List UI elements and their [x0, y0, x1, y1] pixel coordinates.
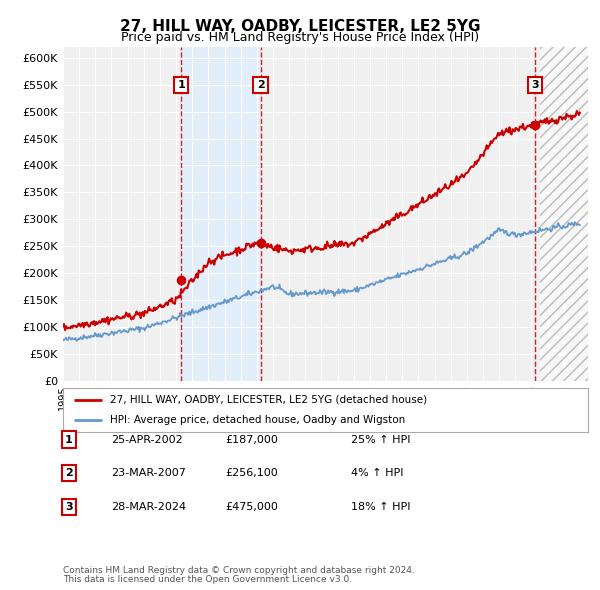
Text: 25% ↑ HPI: 25% ↑ HPI: [351, 435, 410, 444]
Text: 3: 3: [532, 80, 539, 90]
Text: £256,100: £256,100: [225, 468, 278, 478]
Bar: [539, 47, 588, 381]
Text: 27, HILL WAY, OADBY, LEICESTER, LE2 5YG (detached house): 27, HILL WAY, OADBY, LEICESTER, LE2 5YG …: [110, 395, 427, 405]
Text: 4% ↑ HPI: 4% ↑ HPI: [351, 468, 404, 478]
Text: £475,000: £475,000: [225, 502, 278, 512]
Text: 1: 1: [178, 80, 185, 90]
Text: 1: 1: [65, 435, 73, 444]
Text: £187,000: £187,000: [225, 435, 278, 444]
Text: 28-MAR-2024: 28-MAR-2024: [111, 502, 186, 512]
Text: 25-APR-2002: 25-APR-2002: [111, 435, 183, 444]
Text: Price paid vs. HM Land Registry's House Price Index (HPI): Price paid vs. HM Land Registry's House …: [121, 31, 479, 44]
Text: 23-MAR-2007: 23-MAR-2007: [111, 468, 186, 478]
Text: 2: 2: [65, 468, 73, 478]
Text: 3: 3: [65, 502, 73, 512]
Text: 2: 2: [257, 80, 265, 90]
Text: 18% ↑ HPI: 18% ↑ HPI: [351, 502, 410, 512]
Text: Contains HM Land Registry data © Crown copyright and database right 2024.: Contains HM Land Registry data © Crown c…: [63, 566, 415, 575]
Bar: [181, 47, 260, 381]
Text: 27, HILL WAY, OADBY, LEICESTER, LE2 5YG: 27, HILL WAY, OADBY, LEICESTER, LE2 5YG: [120, 19, 480, 34]
Text: This data is licensed under the Open Government Licence v3.0.: This data is licensed under the Open Gov…: [63, 575, 352, 584]
Text: HPI: Average price, detached house, Oadby and Wigston: HPI: Average price, detached house, Oadb…: [110, 415, 406, 425]
Bar: [539, 47, 588, 381]
